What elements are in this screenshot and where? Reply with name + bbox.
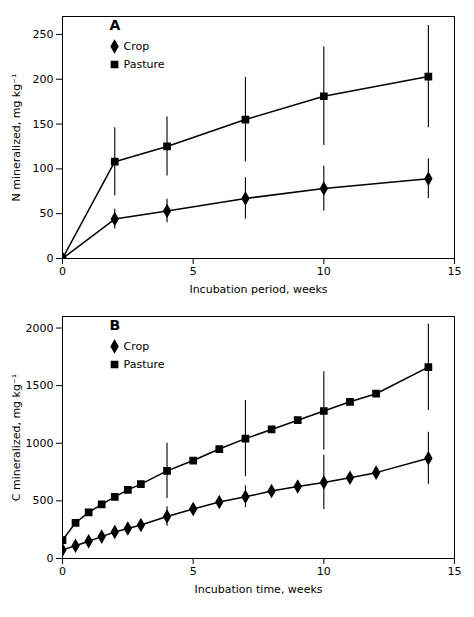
svg-text:10: 10 <box>317 565 331 578</box>
svg-text:10: 10 <box>317 265 331 278</box>
svg-text:N mineralized, mg kg⁻¹: N mineralized, mg kg⁻¹ <box>10 74 23 202</box>
svg-text:Crop: Crop <box>124 40 150 53</box>
svg-text:B: B <box>110 317 121 333</box>
svg-text:2000: 2000 <box>26 322 54 335</box>
svg-text:15: 15 <box>448 265 462 278</box>
svg-text:0: 0 <box>59 565 66 578</box>
svg-text:1000: 1000 <box>26 437 54 450</box>
svg-text:C mineralized, mg kg⁻¹: C mineralized, mg kg⁻¹ <box>10 374 23 501</box>
svg-text:250: 250 <box>33 28 54 41</box>
svg-text:Crop: Crop <box>124 340 150 353</box>
svg-text:15: 15 <box>448 565 462 578</box>
svg-text:0: 0 <box>47 552 54 565</box>
svg-text:Pasture: Pasture <box>124 58 165 71</box>
svg-text:100: 100 <box>33 162 54 175</box>
svg-text:Pasture: Pasture <box>124 358 165 371</box>
svg-text:Incubation time, weeks: Incubation time, weeks <box>194 583 322 596</box>
svg-text:50: 50 <box>40 207 54 220</box>
svg-text:500: 500 <box>33 494 54 507</box>
svg-text:Incubation period, weeks: Incubation period, weeks <box>189 283 327 296</box>
svg-text:150: 150 <box>33 118 54 131</box>
svg-text:0: 0 <box>59 265 66 278</box>
svg-text:1500: 1500 <box>26 379 54 392</box>
svg-text:0: 0 <box>47 252 54 265</box>
svg-text:200: 200 <box>33 73 54 86</box>
svg-text:A: A <box>110 17 121 33</box>
svg-text:5: 5 <box>190 265 197 278</box>
svg-text:5: 5 <box>190 565 197 578</box>
